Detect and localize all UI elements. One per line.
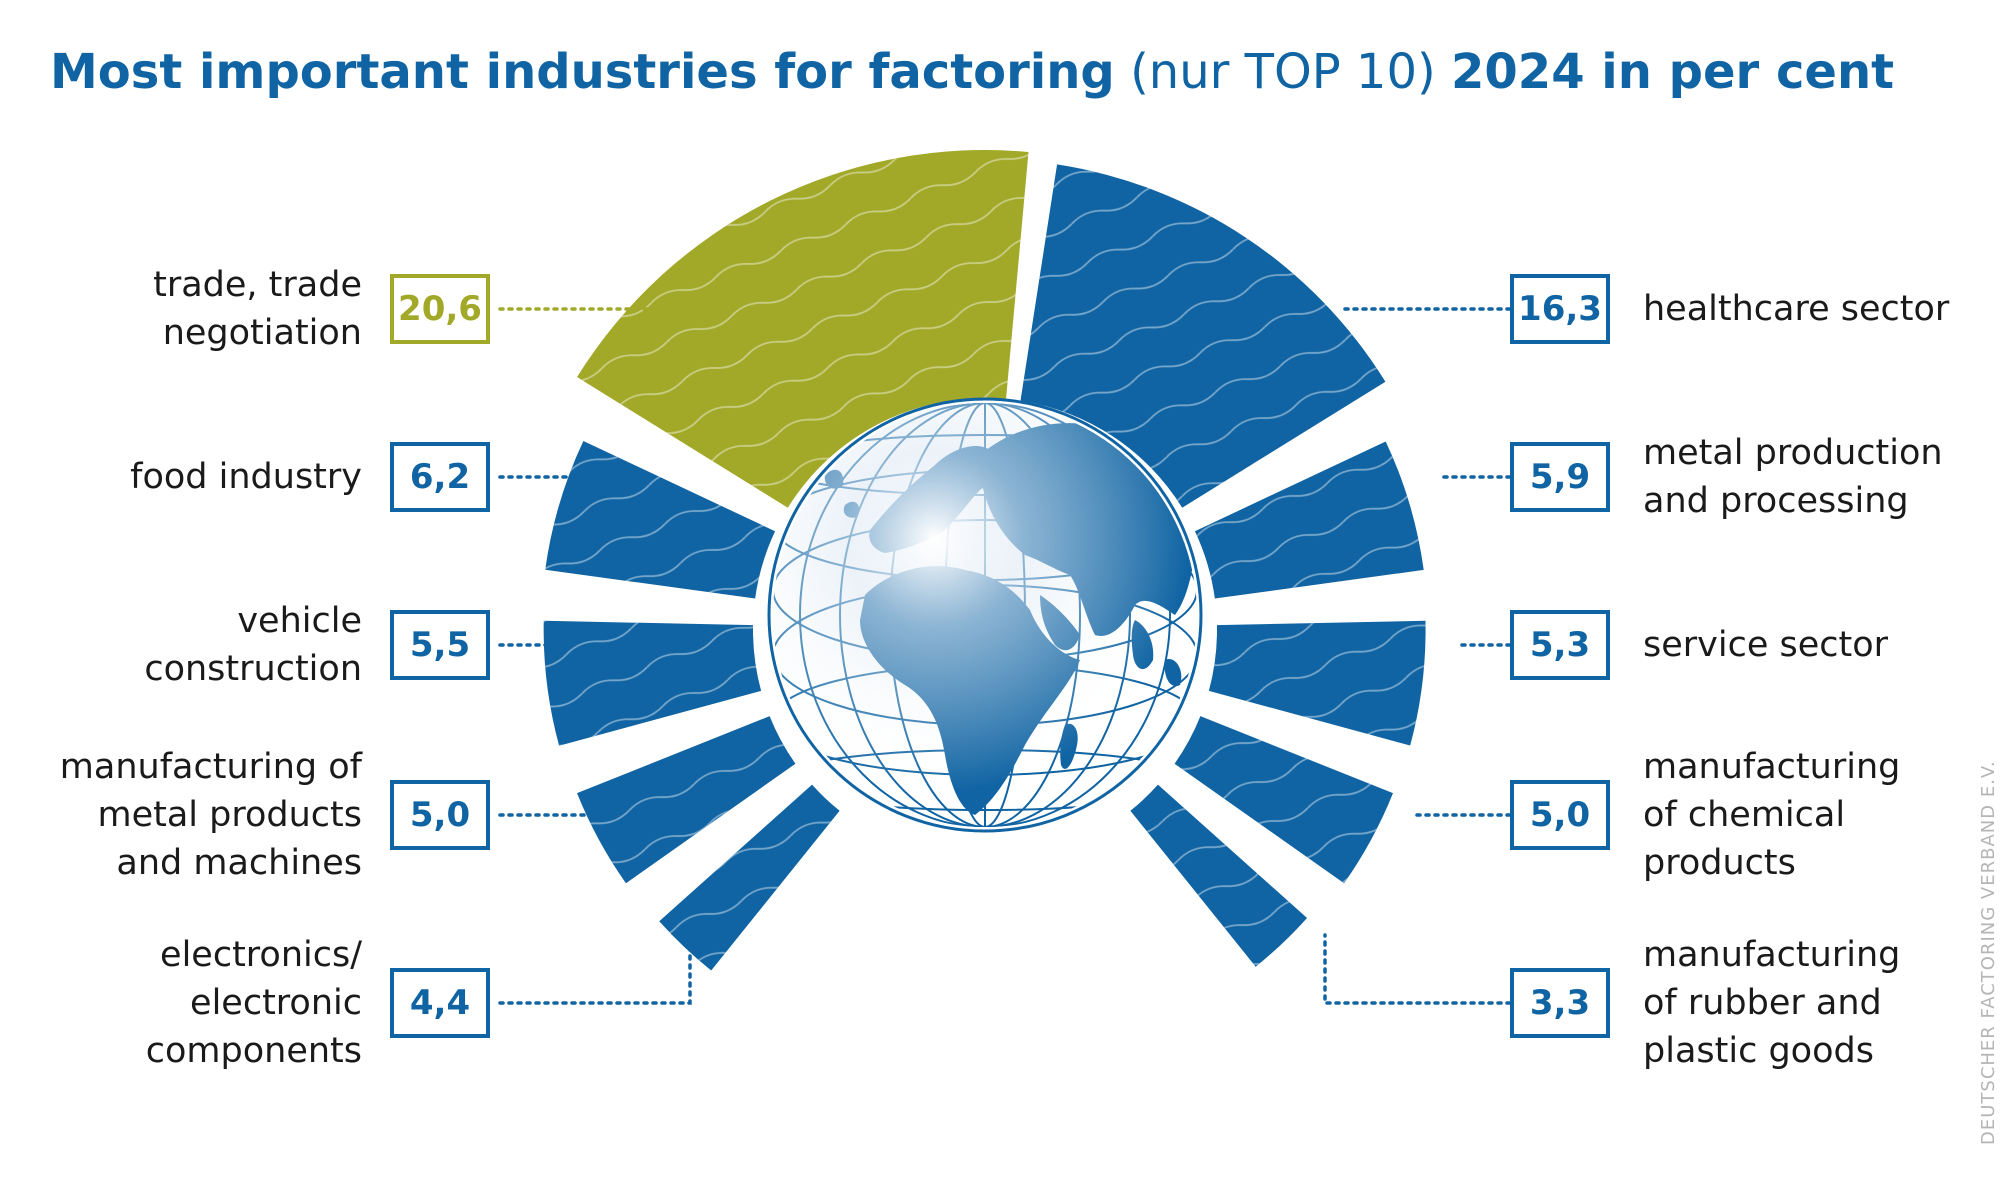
source-credit: DEUTSCHER FACTORING VERBAND E.V.: [1978, 760, 1999, 1145]
category-label: manufacturing of rubber and plastic goods: [1643, 931, 1988, 1075]
category-label-line: service sector: [1643, 625, 1889, 665]
segment-texture: [1208, 620, 1426, 746]
value-box: 5,5: [390, 610, 490, 680]
value-box: 6,2: [390, 442, 490, 512]
category-label-line: food industry: [130, 457, 362, 497]
segments: [543, 150, 1426, 971]
value-box: 5,0: [1510, 780, 1610, 850]
category-label-line: and processing: [1643, 481, 1909, 521]
value-box: 4,4: [390, 968, 490, 1038]
globe-icon: [767, 397, 1203, 833]
category-label-line: of rubber and: [1643, 983, 1882, 1023]
category-label-line: electronics/: [160, 935, 362, 975]
category-label-line: and machines: [116, 843, 362, 883]
category-label-line: healthcare sector: [1643, 289, 1950, 329]
category-label-line: products: [1643, 843, 1796, 883]
category-label-line: vehicle: [237, 601, 362, 641]
segment-texture: [659, 784, 840, 971]
leader-lines: [498, 307, 1512, 1005]
chart-title: Most important industries for factoring …: [50, 44, 1894, 100]
category-label: manufacturing of chemical products: [1643, 743, 1988, 887]
leader-line: [498, 943, 692, 1005]
segment-texture: [545, 441, 776, 599]
category-label: food industry: [22, 453, 362, 501]
category-label-line: manufacturing: [1643, 747, 1901, 787]
value-box: 3,3: [1510, 968, 1610, 1038]
value-box: 20,6: [390, 274, 490, 344]
value-box: 5,9: [1510, 442, 1610, 512]
category-label-line: plastic goods: [1643, 1031, 1874, 1071]
segment-texture: [1174, 716, 1393, 884]
category-label-line: manufacturing of: [59, 747, 362, 787]
category-label: metal production and processing: [1643, 429, 1988, 525]
segment-texture: [1130, 784, 1308, 967]
segment-texture: [577, 716, 796, 884]
value-box: 5,3: [1510, 610, 1610, 680]
title-main: Most important industries for factoring: [50, 44, 1115, 100]
category-label-line: manufacturing: [1643, 935, 1901, 975]
category-label-line: construction: [144, 649, 362, 689]
category-label-line: of chemical: [1643, 795, 1846, 835]
value-box: 5,0: [390, 780, 490, 850]
value-box: 16,3: [1510, 274, 1610, 344]
segment-texture: [1020, 164, 1386, 508]
category-label: trade, trade negotiation: [22, 261, 362, 357]
category-label-line: trade, trade: [153, 265, 362, 305]
title-note: (nur TOP 10): [1130, 44, 1436, 100]
category-label: service sector: [1643, 621, 1988, 669]
segment-texture: [543, 620, 762, 746]
category-label: vehicle construction: [22, 597, 362, 693]
segment-texture: [577, 150, 1029, 508]
title-year: 2024 in per cent: [1451, 44, 1895, 100]
category-label-line: electronic: [190, 983, 362, 1023]
segment-texture: [1194, 441, 1424, 599]
category-label: manufacturing of metal products and machin…: [22, 743, 362, 887]
category-label: electronics/electronic components: [22, 931, 362, 1075]
leader-line: [1323, 933, 1512, 1005]
category-label-line: metal products: [97, 795, 363, 835]
category-label-line: components: [145, 1031, 362, 1071]
category-label-line: metal production: [1643, 433, 1943, 473]
category-label-line: negotiation: [162, 313, 362, 353]
category-label: healthcare sector: [1643, 285, 1988, 333]
